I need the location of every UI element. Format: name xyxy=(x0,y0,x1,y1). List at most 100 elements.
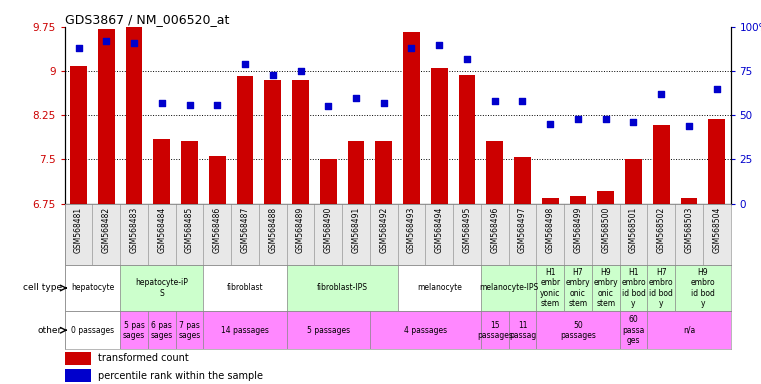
Point xyxy=(239,61,251,67)
Text: H7
embro
id bod
y: H7 embro id bod y xyxy=(649,268,673,308)
Bar xyxy=(65,311,120,349)
Text: 7 pas
sages: 7 pas sages xyxy=(178,321,201,340)
Point xyxy=(655,91,667,97)
Bar xyxy=(653,125,670,204)
Text: GSM568485: GSM568485 xyxy=(185,207,194,253)
Text: GSM568499: GSM568499 xyxy=(574,207,582,253)
Bar xyxy=(320,159,336,204)
Point xyxy=(72,45,84,51)
Bar xyxy=(542,198,559,204)
Point xyxy=(627,119,639,125)
Bar xyxy=(209,156,225,204)
Text: fibroblast: fibroblast xyxy=(227,283,263,293)
Bar xyxy=(481,311,508,349)
Point xyxy=(212,101,224,108)
Text: GSM568484: GSM568484 xyxy=(158,207,167,253)
Bar xyxy=(592,265,619,311)
Point xyxy=(128,40,140,46)
Bar xyxy=(708,119,725,204)
Text: GSM568482: GSM568482 xyxy=(102,207,111,253)
Bar xyxy=(403,31,420,204)
Text: cell type: cell type xyxy=(23,283,62,293)
Bar xyxy=(154,139,170,204)
Text: 4 passages: 4 passages xyxy=(404,326,447,335)
Bar xyxy=(625,159,642,204)
Bar xyxy=(675,265,731,311)
Bar xyxy=(564,265,592,311)
Text: GSM568494: GSM568494 xyxy=(435,207,444,253)
Point xyxy=(295,68,307,74)
Point xyxy=(100,38,113,44)
Bar xyxy=(148,311,176,349)
Text: 15
passages: 15 passages xyxy=(477,321,513,340)
Point xyxy=(517,98,529,104)
Point xyxy=(377,100,390,106)
Bar xyxy=(237,76,253,204)
Bar xyxy=(508,311,537,349)
Text: GSM568495: GSM568495 xyxy=(463,207,472,253)
Bar xyxy=(619,311,648,349)
Bar xyxy=(370,311,481,349)
Text: GSM568487: GSM568487 xyxy=(240,207,250,253)
Text: 6 pas
sages: 6 pas sages xyxy=(151,321,173,340)
Bar xyxy=(431,68,447,204)
Text: GSM568488: GSM568488 xyxy=(269,207,277,253)
Bar xyxy=(70,66,87,204)
Text: 0 passages: 0 passages xyxy=(71,326,114,335)
Text: 11
passag: 11 passag xyxy=(509,321,536,340)
Text: n/a: n/a xyxy=(683,326,695,335)
Bar xyxy=(680,198,697,204)
Text: percentile rank within the sample: percentile rank within the sample xyxy=(98,371,263,381)
Point xyxy=(489,98,501,104)
Bar xyxy=(514,157,531,204)
Text: GSM568490: GSM568490 xyxy=(323,207,333,253)
Text: 50
passages: 50 passages xyxy=(560,321,596,340)
Text: GSM568500: GSM568500 xyxy=(601,207,610,253)
Point xyxy=(350,94,362,101)
Bar xyxy=(597,190,614,204)
Text: hepatocyte-iP
S: hepatocyte-iP S xyxy=(135,278,188,298)
Bar xyxy=(375,141,392,204)
Bar xyxy=(65,352,91,365)
Point xyxy=(600,116,612,122)
Point xyxy=(266,71,279,78)
Text: H9
embry
onic
stem: H9 embry onic stem xyxy=(594,268,618,308)
Text: GSM568498: GSM568498 xyxy=(546,207,555,253)
Bar xyxy=(619,265,648,311)
Text: other: other xyxy=(37,326,62,335)
Point xyxy=(711,86,723,92)
Text: GDS3867 / NM_006520_at: GDS3867 / NM_006520_at xyxy=(65,13,229,26)
Text: H1
embro
id bod
y: H1 embro id bod y xyxy=(621,268,646,308)
Bar xyxy=(292,80,309,204)
Point xyxy=(544,121,556,127)
Bar xyxy=(65,369,91,382)
Bar xyxy=(287,265,397,311)
Bar xyxy=(120,265,203,311)
Text: GSM568503: GSM568503 xyxy=(684,207,693,253)
Bar xyxy=(181,141,198,204)
Point xyxy=(322,103,334,109)
Point xyxy=(461,56,473,62)
Bar xyxy=(537,265,564,311)
Bar xyxy=(486,141,503,204)
Text: GSM568496: GSM568496 xyxy=(490,207,499,253)
Bar xyxy=(648,265,675,311)
Bar xyxy=(397,265,481,311)
Text: GSM568501: GSM568501 xyxy=(629,207,638,253)
Bar xyxy=(120,311,148,349)
Text: 14 passages: 14 passages xyxy=(221,326,269,335)
Text: melanocyte: melanocyte xyxy=(417,283,462,293)
Bar xyxy=(648,311,731,349)
Text: GSM568502: GSM568502 xyxy=(657,207,666,253)
Text: GSM568486: GSM568486 xyxy=(213,207,221,253)
Text: GSM568481: GSM568481 xyxy=(74,207,83,253)
Point xyxy=(156,100,168,106)
Text: 5 pas
sages: 5 pas sages xyxy=(123,321,145,340)
Point xyxy=(433,41,445,48)
Text: transformed count: transformed count xyxy=(98,353,189,363)
Bar xyxy=(287,311,370,349)
Bar xyxy=(126,26,142,204)
Bar xyxy=(348,141,365,204)
Text: GSM568492: GSM568492 xyxy=(379,207,388,253)
Bar xyxy=(203,311,287,349)
